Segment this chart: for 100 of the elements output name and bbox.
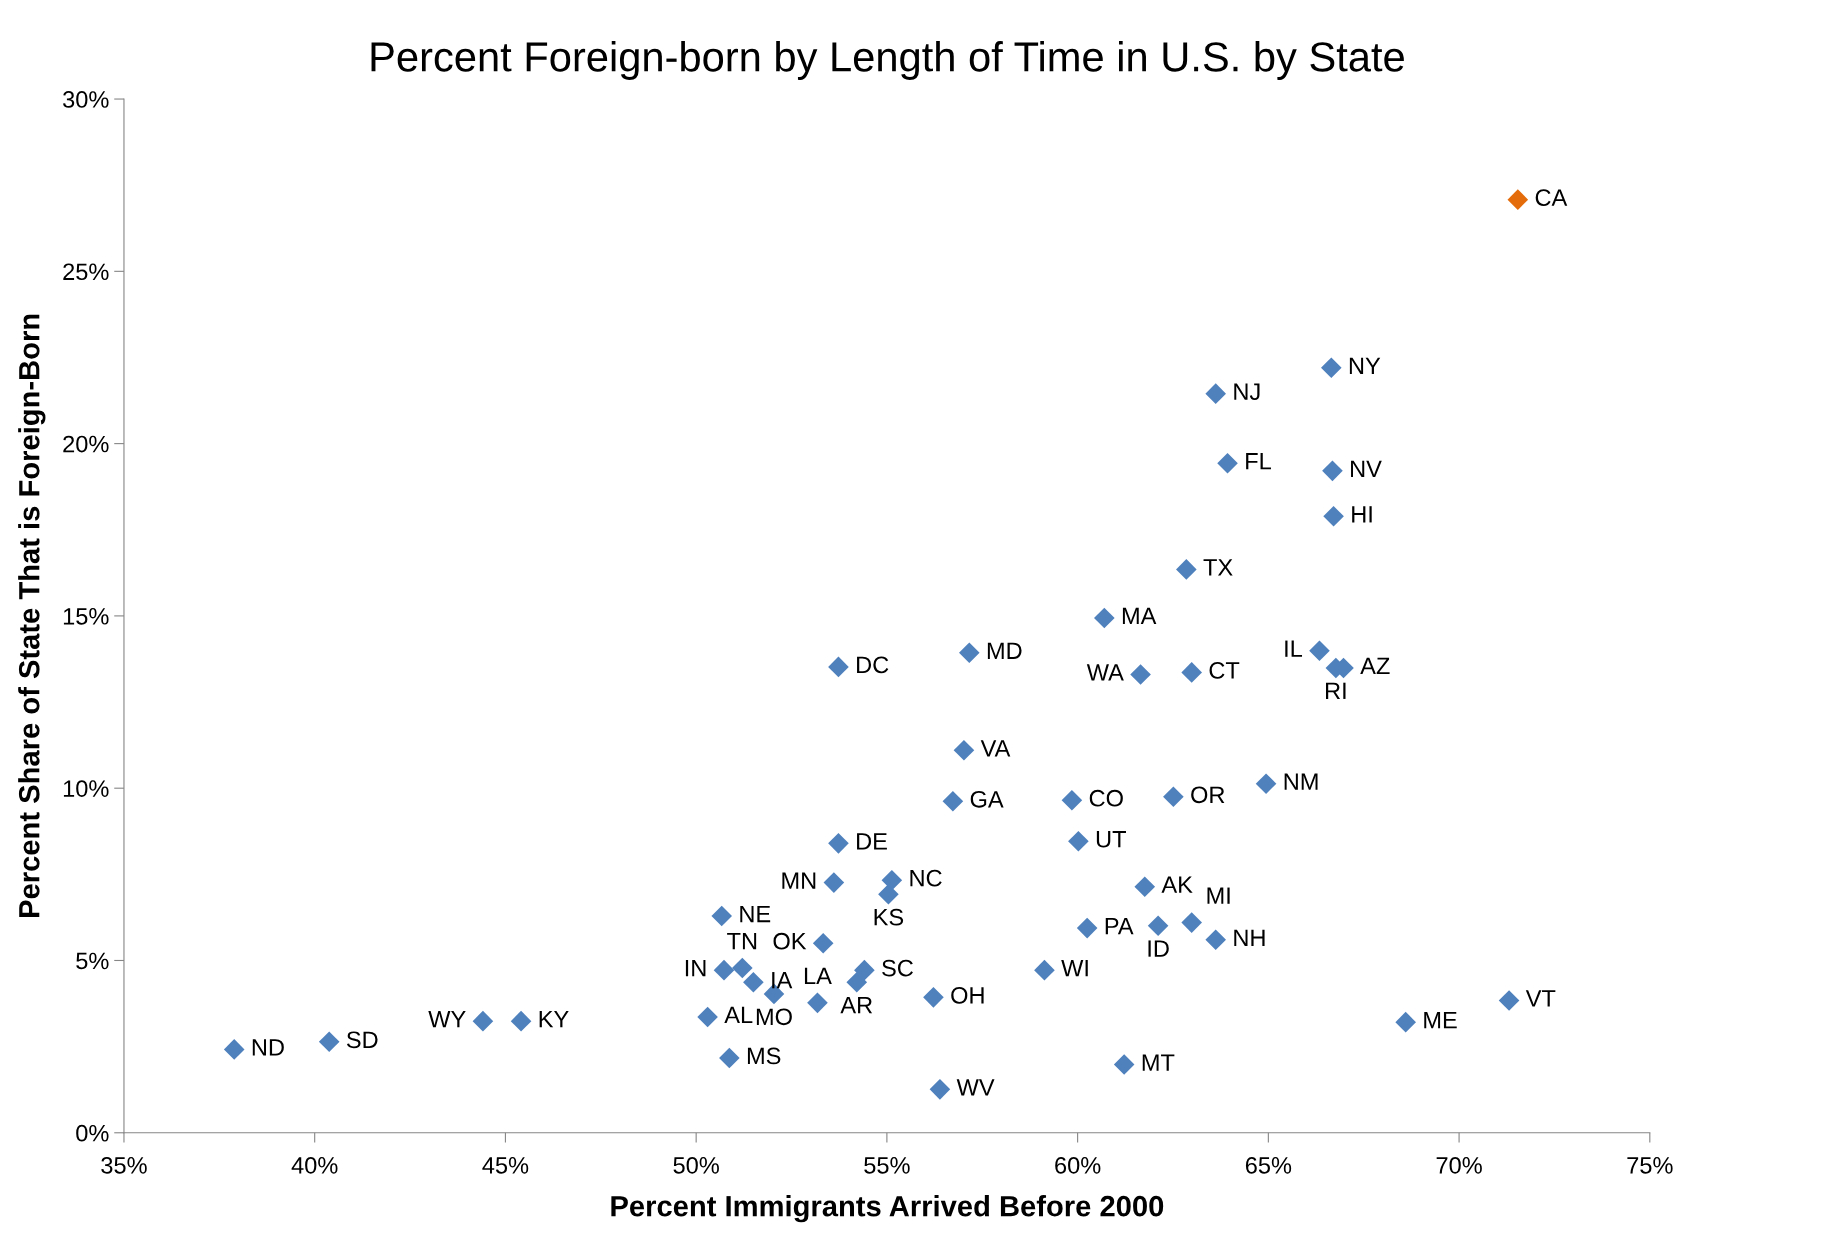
data-label: MI: [1207, 887, 1230, 904]
point: [472, 1010, 494, 1032]
point: [1320, 357, 1342, 379]
data-label: IA: [772, 972, 793, 989]
data-label: DE: [857, 833, 887, 850]
data-label: LA: [804, 967, 832, 985]
point: [1181, 662, 1202, 683]
point: [1176, 559, 1197, 580]
point: [828, 656, 849, 678]
x-tick-label: 40%: [291, 1157, 338, 1174]
x-tick-label: 35%: [101, 1157, 147, 1174]
data-label: WA: [1086, 664, 1124, 681]
x-tick-label: 60%: [1055, 1157, 1101, 1174]
point: [1181, 912, 1202, 933]
point: [1163, 786, 1184, 808]
point: [697, 1006, 718, 1028]
data-label: AL: [724, 1006, 753, 1024]
y-tick-label: 5%: [76, 952, 109, 970]
data-label: OK: [773, 932, 807, 950]
data-label: DC: [857, 656, 889, 674]
point: [1130, 664, 1151, 685]
x-tick-label: 75%: [1627, 1157, 1673, 1174]
point: [958, 642, 980, 664]
x-tick-label: 50%: [673, 1157, 719, 1174]
point: [1217, 452, 1238, 474]
data-label: MS: [747, 1047, 781, 1065]
y-tick-label: 0%: [76, 1124, 109, 1142]
point: [1113, 1054, 1135, 1075]
data-label: FL: [1246, 453, 1271, 470]
data-label: AK: [1161, 876, 1193, 893]
point: [711, 905, 733, 927]
point: [1395, 1011, 1416, 1033]
point: [812, 932, 834, 954]
data-label: MA: [1122, 607, 1157, 625]
data-label: NV: [1351, 460, 1382, 477]
data-label: NE: [740, 905, 771, 923]
point: [854, 959, 875, 981]
data-label: WY: [428, 1010, 466, 1028]
data-label: TN: [727, 933, 757, 950]
point: [942, 790, 964, 812]
x-tick-label: 45%: [482, 1157, 529, 1174]
data-label: ME: [1424, 1012, 1457, 1029]
point: [510, 1010, 532, 1032]
data-label: KY: [539, 1010, 569, 1028]
point: [1134, 876, 1156, 898]
y-axis-title: Percent Share of State That is Foreign-Born: [18, 314, 46, 917]
data-label: TX: [1203, 559, 1233, 576]
data-label: SC: [882, 959, 913, 977]
data-label: WV: [956, 1079, 995, 1096]
data-label: IL: [1285, 640, 1303, 657]
y-tick-label: 15%: [63, 608, 109, 625]
y-tick-label: 30%: [63, 91, 109, 108]
x-axis-title: Percent Immigrants Arrived Before 2000: [611, 1195, 1164, 1223]
data-label: IN: [685, 959, 706, 977]
data-label: ND: [252, 1039, 284, 1056]
point: [1322, 460, 1343, 482]
data-label: MT: [1142, 1054, 1175, 1071]
point: [223, 1039, 245, 1060]
data-label: ID: [1148, 940, 1169, 957]
point: [1255, 773, 1277, 795]
point: [1034, 959, 1055, 981]
x-tick-label: 55%: [864, 1157, 910, 1174]
data-label: MO: [756, 1008, 792, 1026]
x-tick-label: 65%: [1245, 1157, 1292, 1174]
data-label: CO: [1089, 789, 1123, 807]
data-label: CA: [1535, 189, 1568, 206]
data-label: CT: [1209, 662, 1240, 679]
data-label: VA: [980, 740, 1011, 757]
point: [953, 739, 975, 761]
point: [878, 884, 899, 905]
point: [1498, 990, 1520, 1011]
point: [846, 971, 868, 993]
data-label: NH: [1234, 929, 1265, 946]
data-label: MD: [987, 642, 1022, 659]
point: [743, 971, 764, 993]
data-label: RI: [1326, 682, 1346, 699]
point: [1068, 830, 1089, 852]
point: [881, 869, 903, 891]
point: [318, 1031, 340, 1053]
point: [828, 833, 849, 854]
data-label: AR: [840, 996, 873, 1014]
data-label: NY: [1349, 357, 1381, 374]
data-label: AZ: [1360, 657, 1390, 675]
point: [929, 1079, 951, 1100]
point: [1147, 915, 1169, 936]
data-label: NM: [1284, 773, 1318, 790]
data-label: PA: [1105, 917, 1134, 935]
data-label: GA: [970, 790, 1004, 808]
y-tick-label: 20%: [63, 435, 109, 453]
point: [1205, 383, 1227, 404]
point: [1323, 506, 1344, 527]
point: [713, 959, 735, 981]
point: [1094, 607, 1115, 629]
x-tick-label: 70%: [1436, 1157, 1482, 1174]
y-tick-label: 25%: [63, 263, 109, 281]
point: [1309, 640, 1330, 662]
y-tick-label: 10%: [63, 780, 109, 797]
data-label: NJ: [1234, 383, 1260, 400]
data-label: HI: [1352, 506, 1372, 523]
point: [807, 992, 828, 1014]
